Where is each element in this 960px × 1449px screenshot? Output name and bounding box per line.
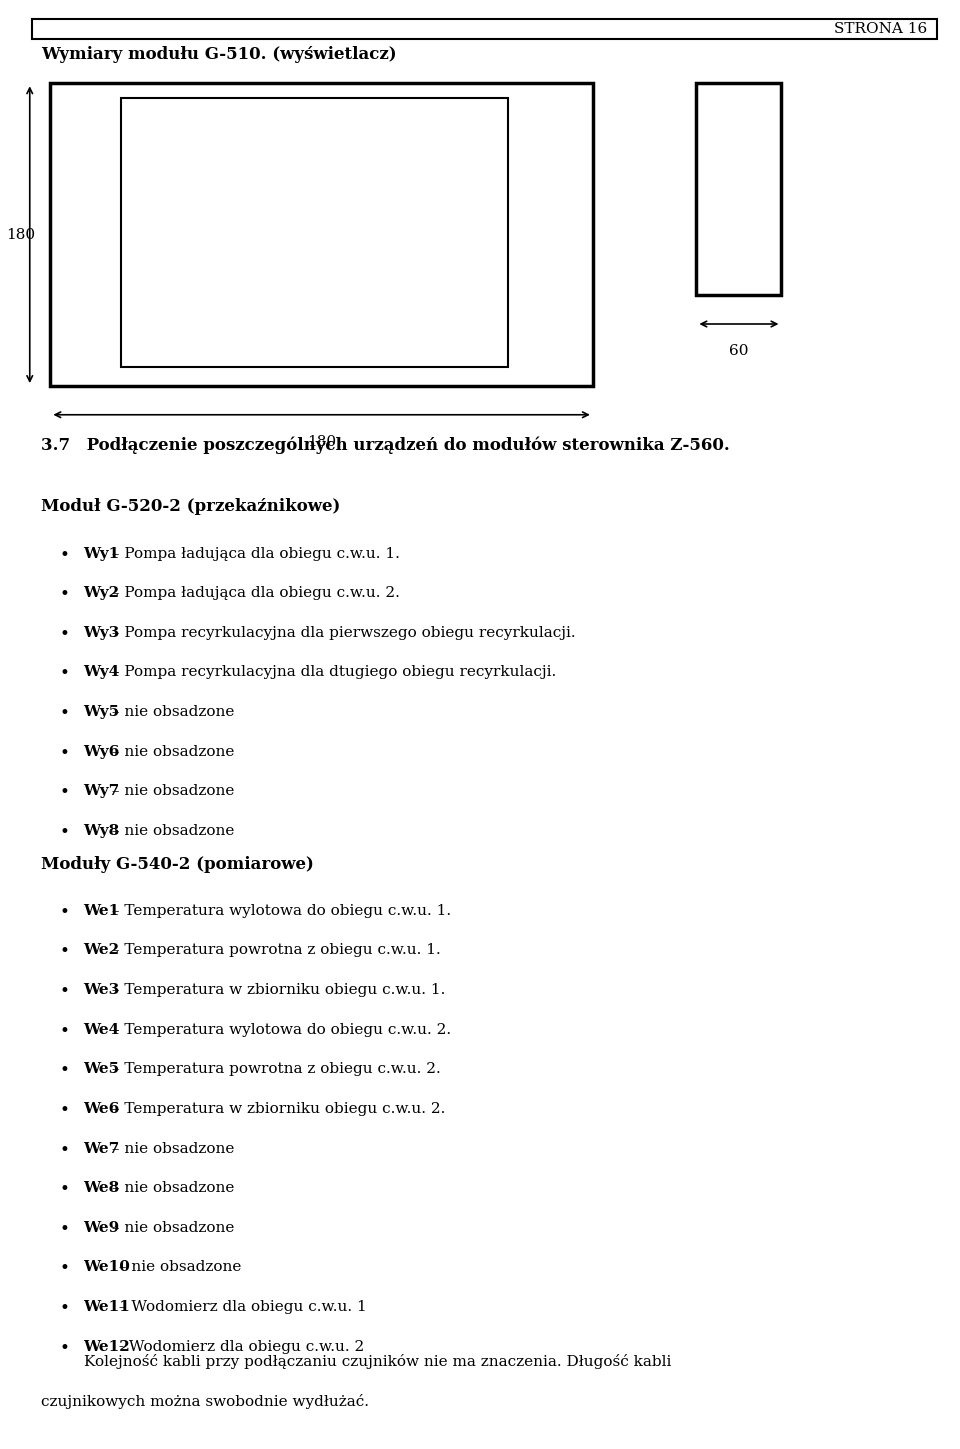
Text: •: • — [60, 1261, 69, 1278]
Text: 180: 180 — [307, 435, 336, 449]
Text: – nie obsadzone: – nie obsadzone — [107, 706, 234, 719]
Text: – Pompa ładująca dla obiegu c.w.u. 2.: – Pompa ładująca dla obiegu c.w.u. 2. — [107, 587, 399, 600]
Text: – Temperatura w zbiorniku obiegu c.w.u. 1.: – Temperatura w zbiorniku obiegu c.w.u. … — [107, 982, 445, 997]
Text: – Temperatura powrotna z obiegu c.w.u. 2.: – Temperatura powrotna z obiegu c.w.u. 2… — [107, 1062, 441, 1077]
Text: – nie obsadzone: – nie obsadzone — [107, 1142, 234, 1155]
Text: •: • — [60, 1023, 69, 1040]
Text: •: • — [60, 745, 69, 762]
Text: •: • — [60, 943, 69, 961]
Text: We3: We3 — [84, 982, 120, 997]
Text: - Wodomierz dla obiegu c.w.u. 2: - Wodomierz dla obiegu c.w.u. 2 — [114, 1340, 365, 1353]
Text: •: • — [60, 587, 69, 603]
Text: We1: We1 — [84, 904, 120, 917]
Text: – nie obsadzone: – nie obsadzone — [107, 1181, 234, 1195]
Bar — [697, 84, 781, 296]
Text: •: • — [60, 665, 69, 682]
Text: We7: We7 — [84, 1142, 120, 1155]
Text: Kolejność kabli przy podłączaniu czujników nie ma znaczenia. Długość kabli: Kolejność kabli przy podłączaniu czujnik… — [84, 1353, 671, 1369]
Text: – Wodomierz dla obiegu c.w.u. 1: – Wodomierz dla obiegu c.w.u. 1 — [114, 1300, 367, 1314]
Text: We11: We11 — [84, 1300, 131, 1314]
Text: •: • — [60, 904, 69, 922]
Text: •: • — [60, 1062, 69, 1080]
Bar — [121, 99, 508, 367]
Text: czujnikowych można swobodnie wydłużać.: czujnikowych można swobodnie wydłużać. — [41, 1394, 369, 1408]
Text: We4: We4 — [84, 1023, 120, 1036]
Text: – nie obsadzone: – nie obsadzone — [107, 824, 234, 838]
Text: We9: We9 — [84, 1222, 120, 1235]
Text: – Pompa ładująca dla obiegu c.w.u. 1.: – Pompa ładująca dla obiegu c.w.u. 1. — [107, 546, 399, 561]
Bar — [51, 84, 592, 385]
Text: We5: We5 — [84, 1062, 120, 1077]
Text: •: • — [60, 1142, 69, 1159]
Bar — [32, 19, 937, 39]
Text: – Temperatura wylotowa do obiegu c.w.u. 1.: – Temperatura wylotowa do obiegu c.w.u. … — [107, 904, 451, 917]
Text: – Temperatura wylotowa do obiegu c.w.u. 2.: – Temperatura wylotowa do obiegu c.w.u. … — [107, 1023, 451, 1036]
Text: •: • — [60, 1300, 69, 1317]
Text: We10: We10 — [84, 1261, 131, 1275]
Text: STRONA 16: STRONA 16 — [834, 22, 927, 36]
Text: Moduł G-520-2 (przekaźnikowe): Moduł G-520-2 (przekaźnikowe) — [41, 498, 341, 516]
Text: – Pompa recyrkulacyjna dla dtugiego obiegu recyrkulacji.: – Pompa recyrkulacyjna dla dtugiego obie… — [107, 665, 556, 680]
Text: We2: We2 — [84, 943, 120, 958]
Text: 180: 180 — [6, 227, 35, 242]
Text: 60: 60 — [730, 345, 749, 358]
Text: Wy7: Wy7 — [84, 784, 120, 798]
Text: Wy4: Wy4 — [84, 665, 120, 680]
Text: •: • — [60, 1181, 69, 1198]
Text: Wy3: Wy3 — [84, 626, 120, 640]
Text: We8: We8 — [84, 1181, 120, 1195]
Text: – nie obsadzone: – nie obsadzone — [114, 1261, 242, 1275]
Text: Wy1: Wy1 — [84, 546, 120, 561]
Text: Wy8: Wy8 — [84, 824, 120, 838]
Text: Wy6: Wy6 — [84, 745, 120, 759]
Text: – nie obsadzone: – nie obsadzone — [107, 745, 234, 759]
Text: •: • — [60, 784, 69, 801]
Text: We12: We12 — [84, 1340, 131, 1353]
Text: – Temperatura powrotna z obiegu c.w.u. 1.: – Temperatura powrotna z obiegu c.w.u. 1… — [107, 943, 441, 958]
Text: – Temperatura w zbiorniku obiegu c.w.u. 2.: – Temperatura w zbiorniku obiegu c.w.u. … — [107, 1101, 445, 1116]
Text: •: • — [60, 1340, 69, 1356]
Text: – nie obsadzone: – nie obsadzone — [107, 784, 234, 798]
Text: •: • — [60, 982, 69, 1000]
Text: •: • — [60, 1101, 69, 1119]
Text: – Pompa recyrkulacyjna dla pierwszego obiegu recyrkulacji.: – Pompa recyrkulacyjna dla pierwszego ob… — [107, 626, 575, 640]
Text: •: • — [60, 1222, 69, 1237]
Text: •: • — [60, 626, 69, 643]
Text: •: • — [60, 546, 69, 564]
Text: •: • — [60, 706, 69, 722]
Text: We6: We6 — [84, 1101, 120, 1116]
Text: Wy2: Wy2 — [84, 587, 120, 600]
Text: – nie obsadzone: – nie obsadzone — [107, 1222, 234, 1235]
Text: 3.7 Podłączenie poszczególnych urządzeń do modułów sterownika Z-560.: 3.7 Podłączenie poszczególnych urządzeń … — [41, 436, 730, 454]
Text: Moduły G-540-2 (pomiarowe): Moduły G-540-2 (pomiarowe) — [41, 855, 314, 872]
Text: Wy5: Wy5 — [84, 706, 120, 719]
Text: •: • — [60, 824, 69, 840]
Text: Wymiary modułu G-510. (wyświetlacz): Wymiary modułu G-510. (wyświetlacz) — [41, 46, 396, 62]
